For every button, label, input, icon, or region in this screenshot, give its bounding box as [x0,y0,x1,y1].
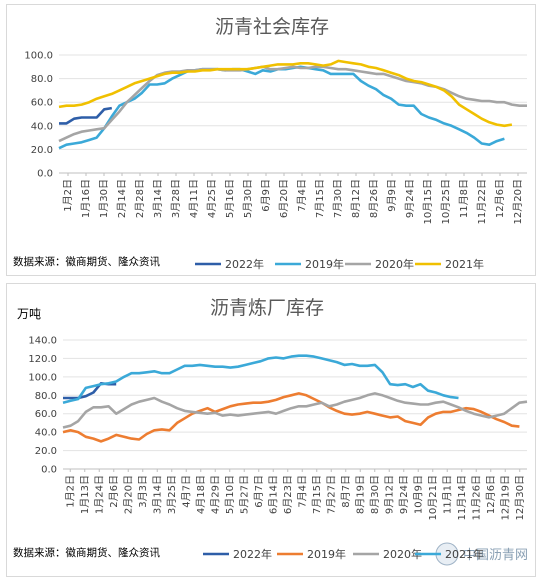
x-tick-label: 12月6日 [485,475,497,514]
watermark-text: 中国沥青网 [463,548,528,563]
series-line-2022年 [59,106,113,125]
x-tick-label: 2月14日 [116,179,128,218]
x-tick-label: 1月16日 [80,179,92,218]
legend-label: 2020年 [375,257,414,271]
y-tick-label: 0.0 [37,169,53,180]
series-line-2020年 [58,65,527,143]
x-tick-label: 6月9日 [260,179,272,212]
legend-label: 2019年 [307,547,346,561]
x-tick-label: 1月2日 [64,475,76,508]
y-tick-label: 60.0 [35,409,57,420]
x-tick-label: 11月8日 [458,179,470,218]
x-tick-label: 4月18日 [195,475,207,514]
x-tick-label: 8月30日 [369,475,381,514]
x-tick-label: 7月30日 [332,179,344,218]
chart-panel-social-inventory: 沥青社会库存 数据来源：徽商期货、隆众资讯 0.0 20.0 40.0 60.0 80.… [6,4,536,276]
x-tick-label: 3月14日 [151,475,163,514]
x-tick-label: 5月16日 [224,179,236,218]
x-tick-label: 7月4日 [296,475,308,508]
x-tick-label: 12月30日 [514,475,526,520]
x-tick-label: 8月19日 [354,475,366,514]
series-line-2021年 [62,354,459,404]
y-tick-label: 80.0 [31,74,53,85]
x-tick-label: 4月29日 [209,475,221,514]
x-tick-label: 10月15日 [422,179,434,224]
legend-label: 2021年 [445,257,484,271]
series-line-2022年 [63,382,117,400]
x-tick-label: 1月2日 [62,179,74,212]
y-tick-label: 140.0 [28,336,57,347]
x-tick-label: 1月13日 [79,475,91,514]
x-tick-label: 9月12日 [383,475,395,514]
x-tick-label: 4月7日 [180,475,192,508]
y-tick-label: 100.0 [28,372,57,383]
legend-label: 2019年 [305,257,344,271]
x-tick-label: 12月19日 [499,475,511,520]
x-tick-label: 4月25日 [206,179,218,218]
x-tick-label: 4月11日 [188,179,200,218]
legend-label: 2022年 [225,257,264,271]
x-tick-label: 6月14日 [267,475,279,514]
chart-panel-refinery-inventory: 沥青炼厂库存 万吨 数据来源：徽商期货、隆众资讯 中国沥青网 0.0 20.0 40… [6,283,536,577]
x-tick-label: 8月12日 [350,179,362,218]
x-tick-label: 3月3日 [137,475,149,508]
y-tick-label: 20.0 [31,145,53,156]
x-tick-label: 11月26日 [470,475,482,520]
chart-title: 沥青炼厂库存 [210,297,324,319]
y-tick-label: 100.0 [24,51,53,62]
x-tick-label: 7月15日 [314,179,326,218]
legend-label: 2021年 [445,547,484,561]
legend-label: 2022年 [233,547,272,561]
refinery-inventory-chart: 沥青炼厂库存 万吨 数据来源：徽商期货、隆众资讯 中国沥青网 0.0 20.0 40… [13,297,528,566]
x-tick-label: 5月30日 [242,179,254,218]
x-tick-label: 7月27日 [325,475,337,514]
x-tick-label: 9月24日 [398,475,410,514]
x-tick-label: 7月15日 [311,475,323,514]
x-tick-label: 1月24日 [93,475,105,514]
x-tick-label: 8月7日 [340,475,352,508]
x-tick-label: 8月26日 [368,179,380,218]
y-tick-label: 60.0 [31,98,53,109]
chart-title: 沥青社会库存 [215,16,329,38]
x-tick-label: 3月14日 [152,179,164,218]
x-tick-label: 11月14日 [456,475,468,520]
x-tick-label: 10月21日 [427,475,439,520]
x-tick-label: 6月20日 [278,179,290,218]
y-tick-label: 0.0 [41,465,57,476]
x-tick-label: 6月23日 [282,475,294,514]
legend-label: 2020年 [383,547,422,561]
series-line-2019年 [62,392,520,443]
x-tick-label: 9月9日 [386,179,398,212]
watermark-logo: 中国沥青网 [435,542,528,566]
x-tick-label: 11月1日 [441,475,453,514]
x-tick-label: 10月25日 [440,179,452,224]
x-tick-label: 12月6日 [494,179,506,218]
x-tick-label: 2月6日 [108,475,120,508]
y-tick-label: 40.0 [31,121,53,132]
x-tick-label: 5月27日 [238,475,250,514]
x-tick-label: 7月4日 [296,179,308,212]
x-tick-label: 12月20日 [512,179,524,224]
series-line-2021年 [58,59,513,128]
social-inventory-chart: 沥青社会库存 数据来源：徽商期货、隆众资讯 0.0 20.0 40.0 60.0 80.… [13,16,527,271]
y-tick-label: 80.0 [35,391,57,402]
y-tick-label: 40.0 [35,428,57,439]
series-line-2020年 [62,392,528,429]
x-tick-label: 11月22日 [476,179,488,224]
y-tick-label: 20.0 [35,446,57,457]
x-tick-label: 2月20日 [122,475,134,514]
unit-label: 万吨 [17,307,41,321]
x-tick-label: 5月10日 [224,475,236,514]
x-tick-label: 6月7日 [253,475,265,508]
y-tick-label: 120.0 [28,354,57,365]
data-source-label: 数据来源：徽商期货、隆众资讯 [13,255,160,268]
data-source-label: 数据来源：徽商期货、隆众资讯 [13,546,160,559]
x-tick-label: 10月9日 [412,475,424,514]
x-tick-label: 3月28日 [170,179,182,218]
x-tick-label: 2月28日 [134,179,146,218]
x-tick-label: 1月30日 [98,179,110,218]
x-tick-label: 9月24日 [404,179,416,218]
x-tick-label: 3月25日 [166,475,178,514]
